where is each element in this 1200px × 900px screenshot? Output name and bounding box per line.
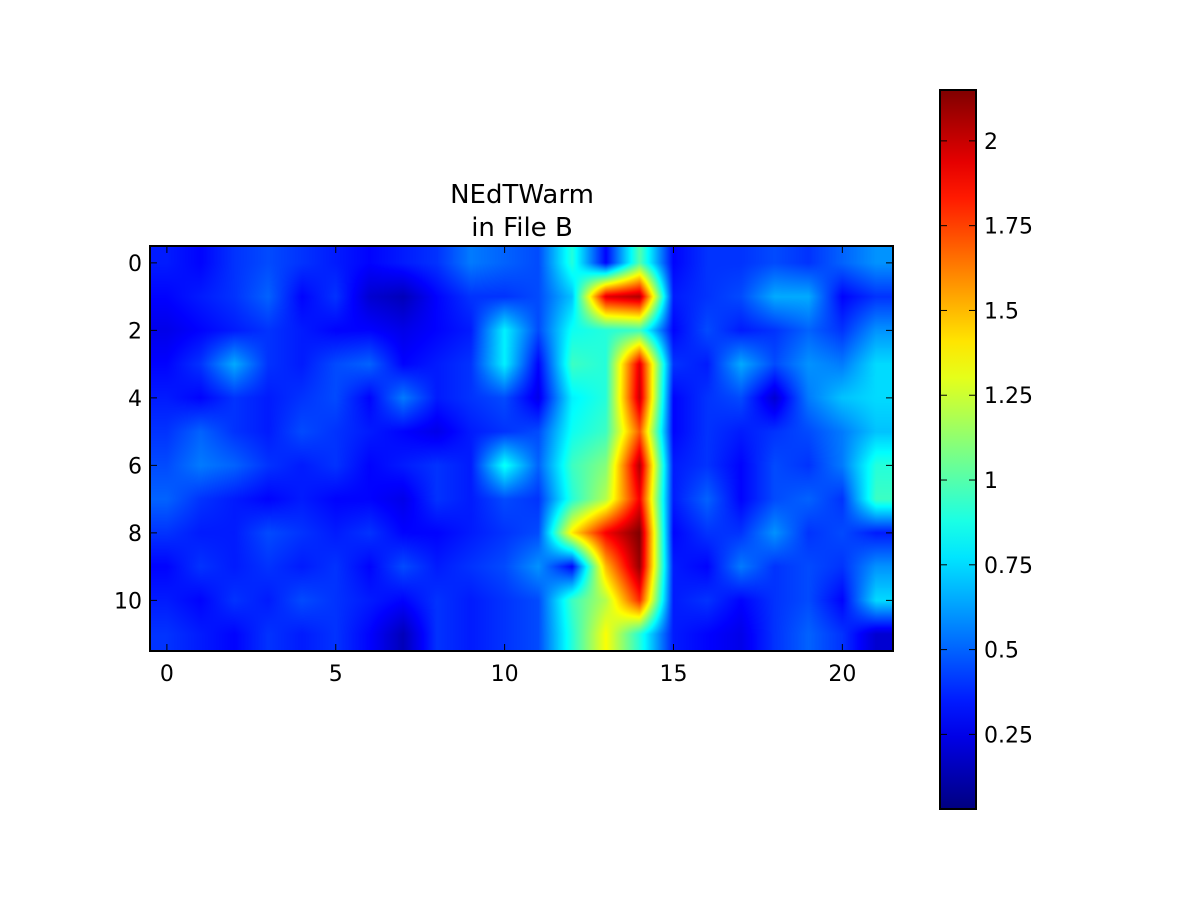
x-tick-label: 15 xyxy=(659,662,687,687)
plot-frame xyxy=(149,245,894,652)
y-tick-label: 4 xyxy=(128,387,142,412)
colorbar-tick-label: 1.75 xyxy=(984,215,1033,240)
colorbar-gradient xyxy=(940,90,976,809)
x-tick-label: 0 xyxy=(160,662,174,687)
colorbar-tick-label: 1.25 xyxy=(984,384,1033,409)
y-tick-label: 10 xyxy=(114,589,142,614)
x-axis: 0 5 10 15 20 xyxy=(160,246,856,687)
x-tick-label: 5 xyxy=(329,662,343,687)
y-tick-label: 0 xyxy=(128,252,142,277)
colorbar-tick-label: 0.75 xyxy=(984,554,1033,579)
colorbar-tick-label: 2 xyxy=(984,130,998,155)
y-tick-label: 2 xyxy=(128,319,142,344)
colorbar-tick-label: 0.5 xyxy=(984,639,1019,664)
colorbar: 0.25 0.5 0.75 1 1.25 1.5 1.75 2 xyxy=(939,89,1033,810)
heatmap-plot-area: 0 5 10 15 20 0 2 4 6 8 10 xyxy=(114,245,894,687)
heatmap-image xyxy=(150,246,893,651)
colorbar-tick-label: 1.5 xyxy=(984,299,1019,324)
y-tick-label: 6 xyxy=(128,454,142,479)
x-tick-label: 10 xyxy=(491,662,519,687)
colorbar-tick-label: 1 xyxy=(984,469,998,494)
colorbar-frame xyxy=(939,89,977,810)
heatmap-image-holder xyxy=(150,246,893,651)
chart-title-line-1: NEdTWarm xyxy=(450,180,594,210)
colorbar-tick-label: 0.25 xyxy=(984,723,1033,748)
colorbar-ticks: 0.25 0.5 0.75 1 1.25 1.5 1.75 2 xyxy=(940,130,1033,748)
y-axis: 0 2 4 6 8 10 xyxy=(114,252,893,614)
chart-title-line-2: in File B xyxy=(471,213,573,243)
x-tick-label: 20 xyxy=(828,662,856,687)
y-tick-label: 8 xyxy=(128,522,142,547)
